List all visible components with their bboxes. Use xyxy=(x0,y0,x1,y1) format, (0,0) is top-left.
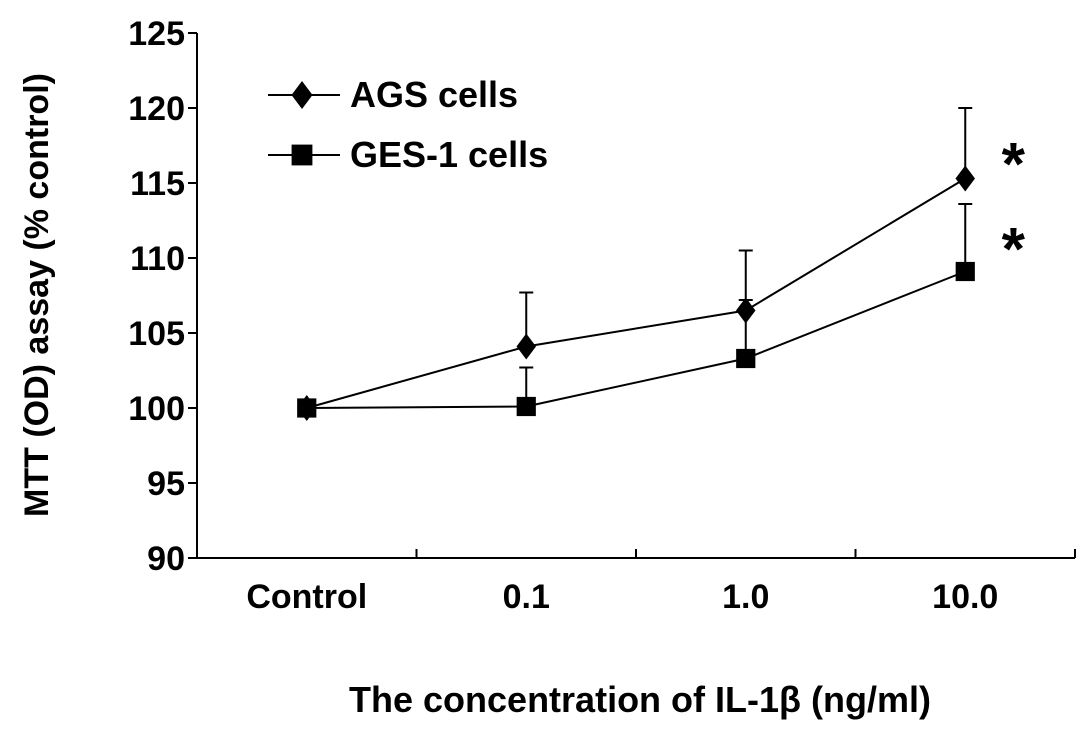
legend-label: AGS cells xyxy=(350,74,518,115)
y-tick-label: 120 xyxy=(128,90,185,128)
y-tick-label: 125 xyxy=(128,15,185,53)
y-tick-label: 95 xyxy=(147,465,185,503)
series-line xyxy=(306,270,966,409)
square-marker xyxy=(297,398,317,418)
diamond-marker xyxy=(291,81,313,109)
x-tick-label: 0.1 xyxy=(503,578,550,616)
legend-item: GES-1 cells xyxy=(268,134,548,175)
legend-item: AGS cells xyxy=(268,74,518,115)
square-marker xyxy=(291,144,313,166)
x-tick-label: Control xyxy=(246,578,367,616)
x-tick-label: 1.0 xyxy=(722,578,769,616)
y-axis-label: MTT (OD) assay (% control) xyxy=(18,73,56,517)
x-axis-label: The concentration of IL-1β (ng/ml) xyxy=(349,679,931,720)
square-marker xyxy=(736,348,756,369)
x-tick-label: 10.0 xyxy=(932,578,998,616)
y-tick-label: 105 xyxy=(128,315,185,353)
significance-asterisk: * xyxy=(1002,131,1026,198)
series-ges-1-cells: * xyxy=(297,203,1026,418)
diamond-marker xyxy=(516,333,536,360)
legend-label: GES-1 cells xyxy=(350,134,548,175)
legend: AGS cells GES-1 cells xyxy=(268,74,548,175)
significance-asterisk: * xyxy=(1002,216,1026,283)
y-tick-label: 110 xyxy=(130,240,185,278)
diamond-marker xyxy=(955,165,975,192)
axes: 90 95 100 105 110 115 120 125 Control 0.1 1.0 10.0 xyxy=(128,15,1076,616)
y-tick-label: 100 xyxy=(128,390,185,428)
square-marker xyxy=(955,261,975,282)
series-line xyxy=(306,177,966,409)
square-marker xyxy=(516,396,536,417)
y-tick-label: 90 xyxy=(147,540,185,578)
y-tick-label: 115 xyxy=(130,165,185,203)
series-layer: ** xyxy=(297,107,1026,421)
